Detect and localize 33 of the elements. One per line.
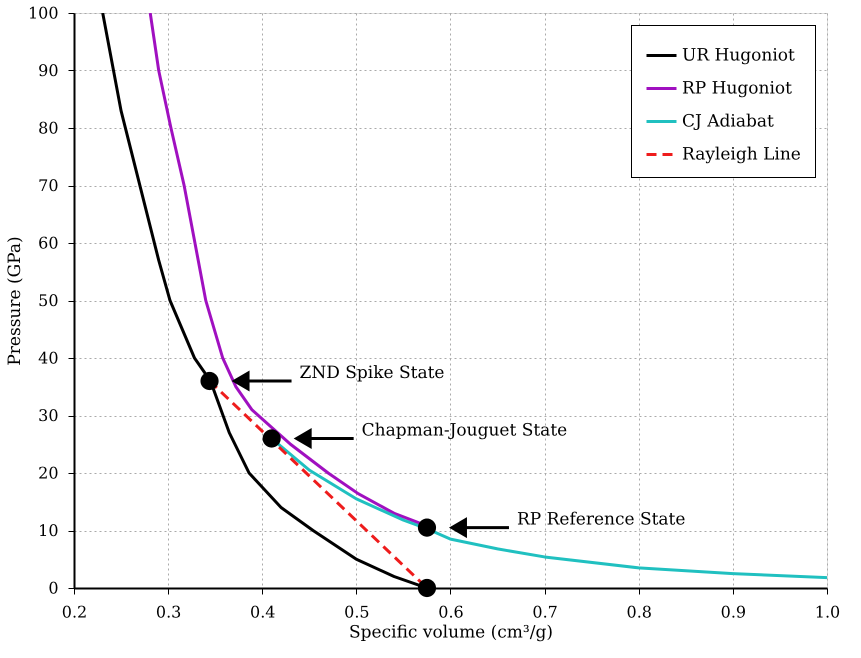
point — [262, 429, 281, 448]
annotation: RP Reference State — [516, 510, 686, 530]
y-tick-label: 0 — [48, 578, 58, 598]
point — [200, 372, 219, 390]
x-tick-label: 0.7 — [532, 602, 558, 622]
point — [418, 578, 436, 598]
y-tick-label: 100 — [28, 4, 58, 22]
x-axis-title: Specific volume (cm³/g) — [349, 622, 553, 642]
legend-label: CJ Adiabat — [682, 112, 774, 132]
y-tick-label: 80 — [38, 118, 58, 138]
y-tick-label: 40 — [38, 348, 58, 368]
y-tick-label: 20 — [38, 464, 58, 482]
annotation: Chapman-Jouguet State — [362, 420, 568, 440]
y-axis-title: Pressure (GPa) — [4, 236, 25, 366]
y-tick-label: 60 — [38, 234, 58, 252]
y-tick-label: 10 — [38, 521, 58, 540]
legend-label: UR Hugoniot — [682, 46, 796, 66]
x-tick-label: 0.8 — [626, 602, 652, 622]
x-tick-label: 0.9 — [720, 602, 746, 622]
x-tick-label: 0.2 — [62, 602, 88, 622]
y-tick-label: 30 — [38, 406, 58, 425]
y-tick-label: 50 — [38, 291, 58, 310]
x-tick-label: 0.3 — [156, 602, 182, 622]
annotation: ZND Spike State — [300, 363, 445, 383]
legend-label: RP Hugoniot — [682, 78, 792, 98]
point — [418, 518, 436, 537]
x-tick-label: 1.0 — [814, 602, 840, 622]
x-tick-label: 0.5 — [344, 602, 370, 622]
x-tick-label: 0.4 — [250, 602, 276, 622]
y-tick-label: 90 — [38, 61, 58, 80]
legend-label: Rayleigh Line — [682, 144, 801, 164]
y-tick-label: 70 — [38, 176, 58, 195]
x-tick-label: 0.6 — [438, 602, 464, 622]
